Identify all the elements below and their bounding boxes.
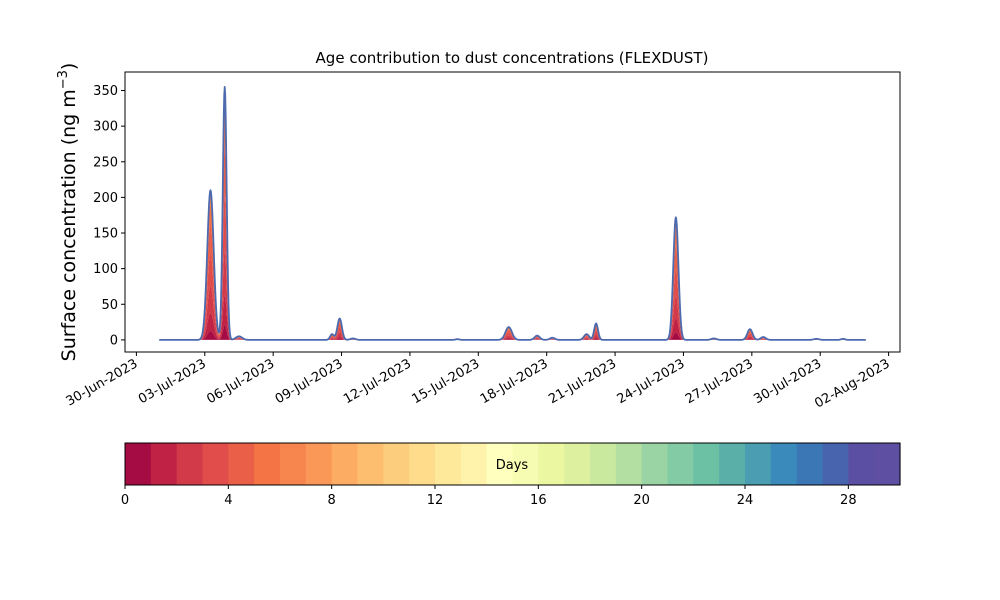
colorbar-segment [512, 443, 539, 485]
colorbar-tick-label: 20 [633, 493, 650, 508]
x-tick-label: 02-Aug-2023 [812, 356, 892, 411]
axes: 0 50 100 150 200 250 300 350 30-Jun-202303-Jul-2… [64, 71, 901, 412]
colorbar-segment [460, 443, 488, 485]
colorbar-segment [745, 443, 772, 485]
y-tick-label: 50 [101, 298, 118, 313]
x-tick-label: 15-Jul-2023 [409, 356, 482, 407]
colorbar-segment [150, 443, 178, 485]
plot-frame [124, 71, 901, 353]
x-tick-label: 21-Jul-2023 [546, 356, 619, 407]
colorbar-segment [357, 443, 384, 485]
colorbar-tick-label: 0 [121, 493, 129, 508]
colorbar-segment [435, 443, 462, 485]
y-axis-label-main: Surface concentration (ng m [58, 89, 80, 361]
colorbar-segment [822, 443, 849, 485]
plot-area [158, 86, 867, 341]
colorbar-segment [615, 443, 643, 485]
colorbar-segment [796, 443, 824, 485]
colorbar-segment [383, 443, 410, 485]
y-tick-label: 250 [93, 155, 118, 170]
x-tick-label: 18-Jul-2023 [478, 356, 551, 407]
colorbar-segment [590, 443, 617, 485]
colorbar-tick-label: 4 [224, 493, 232, 508]
x-tick-label: 30-Jun-2023 [64, 356, 141, 409]
age-layer-area [159, 248, 866, 340]
y-tick-label: 0 [110, 333, 118, 348]
colorbar-segment [254, 443, 281, 485]
total-concentration-line [158, 86, 867, 341]
colorbar-segment [280, 443, 307, 485]
colorbar-segment [693, 443, 720, 485]
age-layer-area [159, 193, 866, 340]
y-tick-label: 150 [93, 227, 118, 242]
x-tick-label: 12-Jul-2023 [341, 356, 414, 407]
y-axis-label: Surface concentration (ng m−3) [56, 63, 80, 362]
colorbar-tick-label: 12 [427, 493, 444, 508]
y-tick-label: 100 [93, 262, 118, 277]
colorbar-segment [770, 443, 798, 485]
colorbar-label: Days [496, 458, 529, 473]
colorbar-segment [564, 443, 591, 485]
y-tick-label: 200 [93, 191, 118, 206]
colorbar-tick-label: 24 [737, 493, 754, 508]
age-layer-area [159, 97, 866, 340]
x-tick-label: 27-Jul-2023 [683, 356, 756, 407]
colorbar-segment [848, 443, 875, 485]
colorbar: 0 4 8 12 16 20 24 28 [121, 442, 901, 508]
colorbar-segment [305, 443, 333, 485]
colorbar-segment [538, 443, 565, 485]
colorbar-segment [667, 443, 694, 485]
x-tick-label: 03-Jul-2023 [136, 356, 209, 407]
y-tick-label: 300 [93, 120, 118, 135]
colorbar-segment [874, 443, 901, 485]
colorbar-segment [719, 443, 746, 485]
colorbar-segment [176, 443, 204, 485]
age-layer-area [159, 112, 866, 340]
y-axis-label-close: ) [58, 63, 80, 70]
x-tick-label: 09-Jul-2023 [273, 356, 346, 407]
x-tick-label: 06-Jul-2023 [204, 356, 277, 407]
colorbar-frame [124, 442, 901, 486]
colorbar-tick-label: 28 [840, 493, 857, 508]
colorbar-segment [202, 443, 229, 485]
colorbar-segment [409, 443, 436, 485]
colorbar-tick-label: 16 [530, 493, 547, 508]
age-layer-area [159, 86, 866, 340]
chart-title: Age contribution to dust concentrations … [316, 49, 709, 67]
colorbar-tick-label: 8 [328, 493, 336, 508]
colorbar-segment [331, 443, 359, 485]
x-tick-label: 24-Jul-2023 [615, 356, 688, 407]
colorbar-segment [641, 443, 669, 485]
y-tick-label: 350 [93, 84, 118, 99]
colorbar-segment [125, 443, 152, 485]
colorbar-segment [486, 443, 514, 485]
y-axis-label-exponent: −3 [56, 70, 71, 89]
age-layer-area [159, 142, 866, 340]
colorbar-segment [228, 443, 255, 485]
